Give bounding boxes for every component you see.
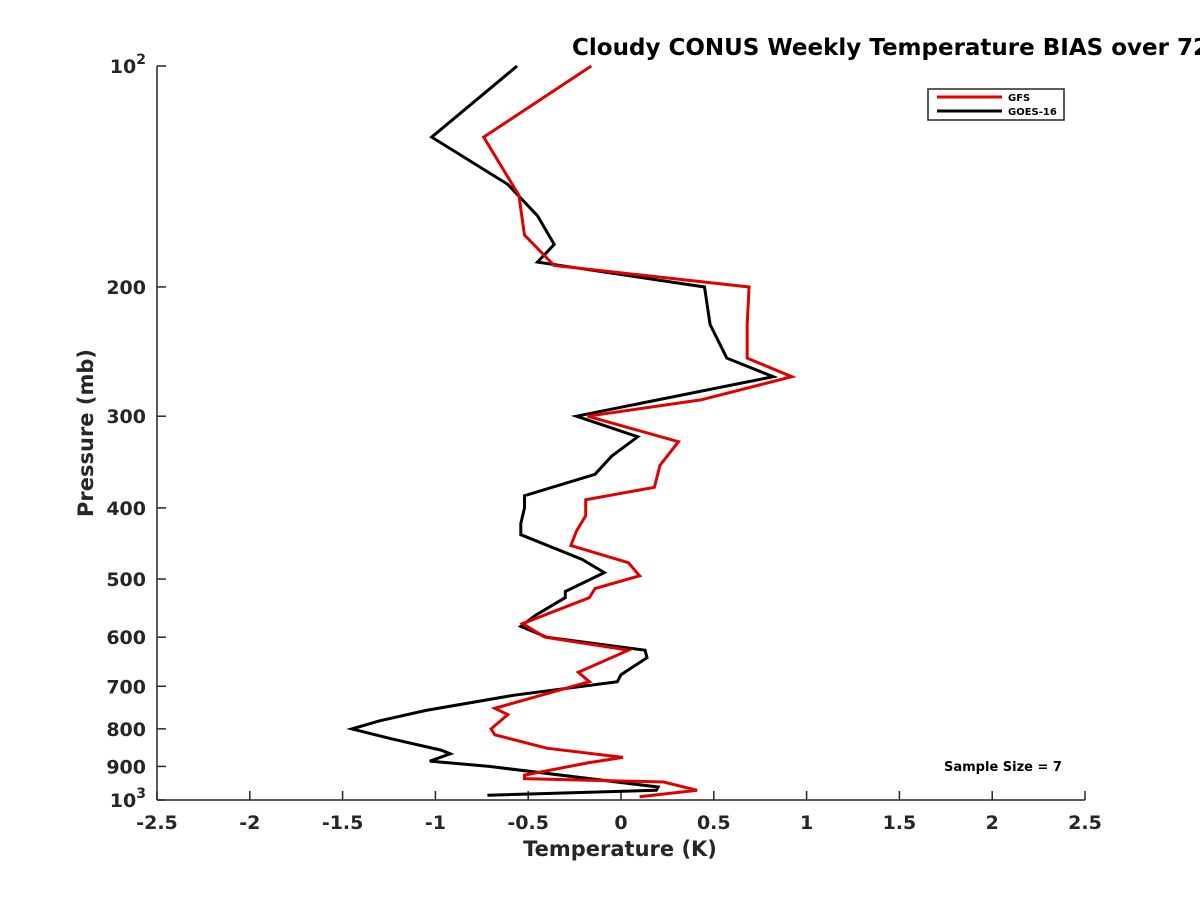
x-tick-label: 0	[614, 812, 627, 834]
y-tick-label: 700	[106, 676, 146, 698]
y-tick-label: 200	[106, 277, 146, 299]
legend-label-goes-16: GOES-16	[1008, 107, 1057, 118]
y-tick-label: 900	[106, 756, 146, 778]
y-tick-label: 800	[106, 719, 146, 741]
chart-title: Cloudy CONUS Weekly Temperature BIAS ove…	[572, 35, 1200, 61]
x-tick-label: -0.5	[507, 812, 549, 834]
y-tick-label: 102	[110, 52, 146, 78]
legend-label-gfs: GFS	[1008, 93, 1030, 104]
x-tick-label: 2	[986, 812, 999, 834]
sample-size-annotation: Sample Size = 7	[944, 760, 1062, 775]
y-tick-label: 500	[106, 569, 146, 591]
x-tick-label: 0.5	[697, 812, 731, 834]
series-lines	[346, 64, 797, 799]
x-tick-label: -2	[239, 812, 260, 834]
x-tick-label: 2.5	[1068, 812, 1102, 834]
x-tick-label: -1	[425, 812, 446, 834]
x-tick-label: 1.5	[883, 812, 917, 834]
y-tick-label: 600	[106, 627, 146, 649]
series-line-gfs	[481, 64, 797, 799]
x-axis-label: Temperature (K)	[523, 837, 717, 861]
legend-box	[927, 88, 1065, 121]
y-axis-label: Pressure (mb)	[74, 349, 98, 517]
x-tick-label: -1.5	[322, 812, 364, 834]
x-tick-label: -2.5	[136, 812, 178, 834]
y-tick-label: 400	[106, 498, 146, 520]
x-tick-label: 1	[800, 812, 813, 834]
y-tick-label: 103	[110, 786, 146, 812]
series-line-goes-16	[346, 64, 779, 797]
legend: GFS GOES-16	[927, 88, 1065, 121]
y-tick-label: 300	[106, 406, 146, 428]
axes: -2.5 -2 -1.5 -1 -0.5 0 0.5 1 1.5 2 2.5 102 200 300 400…	[106, 52, 1102, 834]
